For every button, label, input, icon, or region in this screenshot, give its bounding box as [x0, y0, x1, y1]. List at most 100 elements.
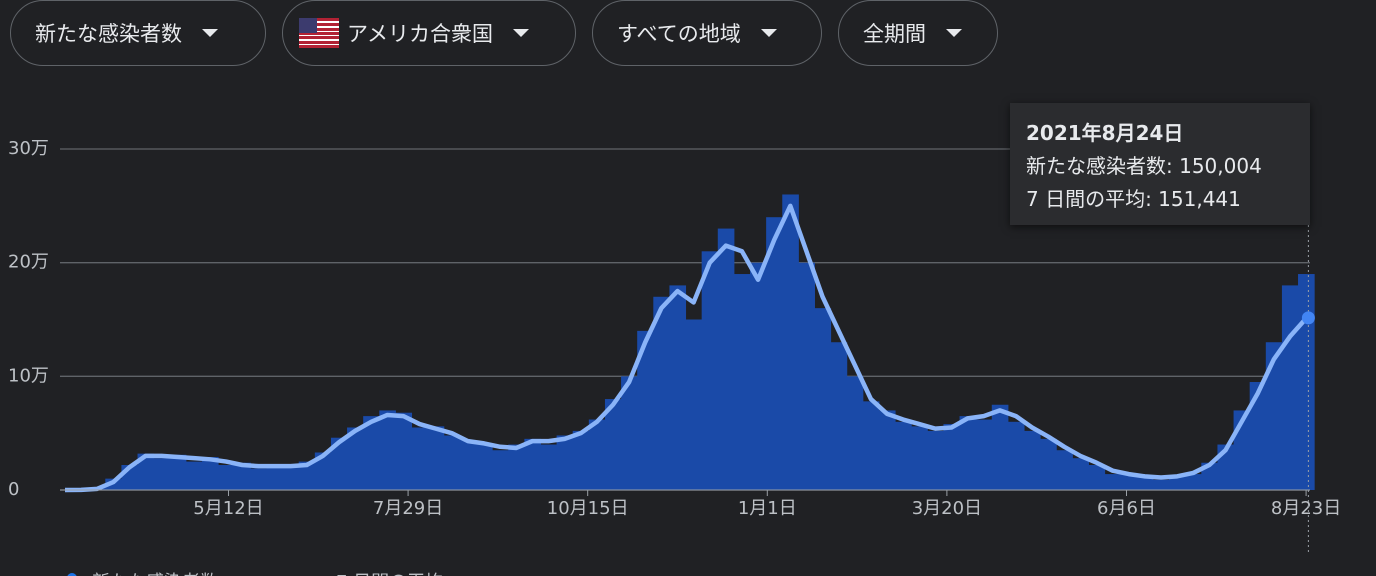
- bar: [895, 421, 912, 490]
- tooltip-title: 2021年8月24日: [1026, 121, 1184, 145]
- bar: [185, 461, 203, 490]
- bar: [89, 487, 106, 490]
- bar: [1007, 421, 1025, 490]
- bar: [137, 453, 155, 490]
- dropdown-label: アメリカ合衆国: [347, 22, 493, 46]
- average-line: [64, 203, 1308, 493]
- bar: [121, 464, 139, 490]
- bar: [814, 308, 832, 490]
- bar: [1024, 430, 1041, 490]
- bar: [1088, 464, 1106, 490]
- x-tick-label: 7月29日: [373, 498, 443, 519]
- dropdown-label: すべての地域: [617, 22, 741, 46]
- bar: [572, 430, 590, 490]
- bar: [459, 439, 477, 490]
- y-tick-label: 30万: [8, 138, 49, 159]
- bar: [1201, 462, 1218, 490]
- hover-point: [1301, 311, 1315, 325]
- bar: [878, 410, 896, 490]
- bar: [347, 427, 364, 490]
- bar: [1120, 472, 1138, 490]
- bar: [733, 274, 751, 490]
- x-tick-label: 1月1日: [738, 498, 797, 519]
- bar: [830, 342, 848, 490]
- y-tick-label: 0: [8, 479, 19, 500]
- bar: [556, 435, 574, 490]
- bar: [1056, 450, 1073, 490]
- bar: [1233, 410, 1251, 490]
- bar: [975, 419, 993, 490]
- bar: [476, 444, 493, 490]
- bar: [798, 262, 815, 490]
- bar: [1281, 285, 1299, 490]
- bar: [991, 404, 1009, 490]
- bar: [234, 462, 251, 490]
- period-dropdown[interactable]: 全期間: [838, 0, 998, 66]
- bar: [766, 217, 783, 490]
- dropdown-arrow: [202, 29, 218, 37]
- metric-dropdown[interactable]: 新たな感染者数: [10, 0, 266, 66]
- y-tick-label: 20万: [8, 252, 49, 273]
- bar: [298, 461, 316, 490]
- bar: [701, 251, 719, 490]
- bar: [685, 319, 703, 490]
- dropdown-label: 新たな感染者数: [35, 22, 182, 46]
- y-tick-label: 10万: [8, 365, 49, 386]
- bar: [1185, 474, 1202, 490]
- bar: [105, 478, 122, 490]
- bar: [669, 285, 687, 490]
- bar: [1152, 479, 1170, 490]
- bar: [330, 437, 348, 490]
- dropdown-arrow: [760, 29, 777, 37]
- bar: [363, 416, 380, 490]
- bar: [250, 468, 267, 490]
- x-tick-label: 10月15日: [547, 498, 629, 519]
- bar: [218, 464, 235, 490]
- bar: [395, 412, 413, 490]
- bar: [508, 444, 525, 490]
- bar: [959, 416, 977, 490]
- bar: [524, 438, 541, 490]
- x-tick-label: 8月23日: [1271, 498, 1341, 519]
- bar: [282, 467, 300, 490]
- bar: [492, 450, 509, 490]
- bar: [782, 194, 799, 490]
- bar: [1217, 444, 1235, 490]
- tooltip: 2021年8月24日 新たな感染者数: 150,004 7 日間の平均: 151…: [1010, 103, 1310, 225]
- legend-label: 7 日間の平均: [336, 572, 443, 576]
- bar: [943, 424, 961, 490]
- bar: [169, 454, 187, 490]
- bar: [443, 435, 461, 490]
- bar: [202, 457, 219, 490]
- bar: [1169, 475, 1186, 490]
- flag-icon: [299, 18, 339, 48]
- bar: [1104, 474, 1122, 490]
- bar: [621, 376, 638, 490]
- x-tick-label: 6月6日: [1097, 498, 1156, 519]
- x-tick-label: 5月12日: [193, 498, 263, 519]
- bar: [846, 376, 864, 490]
- bar: [1265, 342, 1283, 490]
- bar: [540, 444, 558, 490]
- bar: [153, 458, 171, 490]
- tooltip-line: 新たな感染者数: 150,004: [1026, 154, 1262, 178]
- bar: [379, 410, 396, 490]
- x-tick-label: 3月20日: [912, 498, 982, 519]
- country-dropdown[interactable]: アメリカ合衆国: [282, 0, 576, 66]
- bar: [266, 464, 284, 490]
- bar: [1072, 458, 1089, 490]
- bar: [427, 426, 445, 490]
- bar: [862, 401, 880, 490]
- region-dropdown[interactable]: すべての地域: [592, 0, 822, 66]
- bar: [411, 427, 429, 490]
- bar: [314, 452, 332, 490]
- bar: [911, 426, 928, 490]
- bar: [637, 330, 654, 490]
- legend-label: 新たな感染者数: [92, 572, 218, 576]
- bar: [1136, 477, 1154, 490]
- tooltip-line: 7 日間の平均: 151,441: [1026, 187, 1241, 211]
- bar: [1249, 382, 1267, 490]
- bar: [927, 430, 944, 490]
